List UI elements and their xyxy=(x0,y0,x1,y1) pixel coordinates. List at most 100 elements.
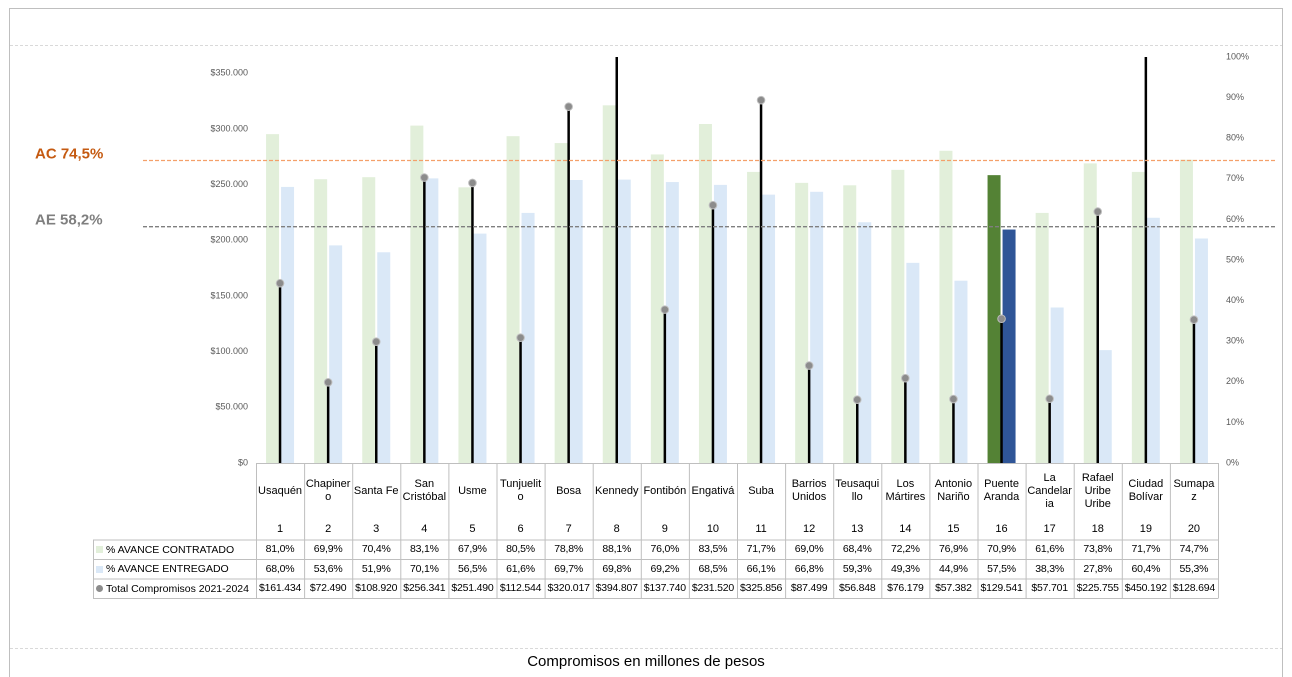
bar xyxy=(1083,163,1097,463)
bar xyxy=(617,179,631,463)
table-value: $251.490 xyxy=(451,582,494,595)
stem-marker xyxy=(1045,394,1054,404)
bar xyxy=(521,212,535,463)
table-value: $56.848 xyxy=(838,582,876,595)
category-number: 2 xyxy=(325,522,332,535)
table-value: 83,5% xyxy=(698,543,728,556)
stem-marker xyxy=(420,173,429,182)
category-label: San Cristóbal xyxy=(402,478,447,503)
stem-marker xyxy=(756,95,766,105)
table-value: 76,9% xyxy=(939,543,968,556)
table-value: $128.694 xyxy=(1172,582,1216,595)
stem-marker xyxy=(1093,207,1103,216)
bar xyxy=(602,105,616,463)
bar xyxy=(858,222,872,463)
bar xyxy=(1050,307,1064,463)
stem-marker xyxy=(949,394,958,404)
stem-marker xyxy=(613,20,621,28)
category-label: Kennedy xyxy=(595,484,639,497)
bar xyxy=(1002,229,1016,463)
table-value: 61,6% xyxy=(1035,543,1065,556)
bar xyxy=(747,171,761,463)
table-value: 74,7% xyxy=(1179,543,1209,556)
table-value: $87.499 xyxy=(790,582,828,595)
table-value: $320.017 xyxy=(547,582,590,595)
category-label: Antonio Nariño xyxy=(934,478,973,503)
frame xyxy=(9,8,1283,677)
table-value: 78,8% xyxy=(554,543,584,556)
table-value: $231.520 xyxy=(691,582,735,595)
category-label: Sumapaz xyxy=(1173,478,1215,503)
table-value: $76.179 xyxy=(887,582,924,595)
stem-marker xyxy=(371,337,381,347)
table-value: 76,0% xyxy=(650,543,680,556)
legend-key xyxy=(96,565,103,573)
category-number: 14 xyxy=(899,522,912,535)
category-number: 4 xyxy=(421,522,428,535)
y-tick-label: $250.000 xyxy=(210,179,248,189)
bar xyxy=(362,177,376,463)
plot-area xyxy=(266,20,1208,463)
bar xyxy=(987,175,1001,463)
stem-marker xyxy=(804,361,814,370)
bar xyxy=(650,154,664,463)
y2-tick-label: 70% xyxy=(1226,173,1244,183)
category-number: 11 xyxy=(755,522,767,535)
table-value: 70,4% xyxy=(361,543,391,556)
table-value: 81,0% xyxy=(265,543,295,556)
table-value: $108.920 xyxy=(355,582,398,595)
table-value: 55,3% xyxy=(1179,562,1209,575)
bar xyxy=(906,262,920,463)
stem-marker xyxy=(901,373,910,383)
bar xyxy=(810,191,824,463)
table-value: 69,2% xyxy=(650,562,680,575)
bar xyxy=(410,125,424,463)
y-tick-label: $50.000 xyxy=(215,402,248,412)
stem-marker xyxy=(564,102,573,111)
y-tick-label: $0 xyxy=(238,457,248,467)
stem-marker xyxy=(468,178,477,188)
bar xyxy=(329,245,343,463)
legend-text: % AVANCE CONTRATADO xyxy=(106,543,235,556)
bar xyxy=(1035,212,1049,463)
bar xyxy=(1194,238,1208,463)
bar xyxy=(1131,171,1145,463)
table-value: 88,1% xyxy=(602,543,632,556)
table-value: 69,9% xyxy=(313,543,343,556)
bar xyxy=(843,185,857,463)
category-number: 17 xyxy=(1043,522,1056,535)
table-value: 61,6% xyxy=(506,562,535,575)
table-value: 57,5% xyxy=(987,562,1016,575)
stem-marker xyxy=(997,314,1006,324)
bar xyxy=(1179,159,1193,463)
category-label: Ciudad Bolívar xyxy=(1128,478,1164,503)
legend-entry: % AVANCE CONTRATADO xyxy=(96,540,234,560)
category-number: 5 xyxy=(469,522,476,535)
table-value: 69,7% xyxy=(554,562,584,575)
table-value: $129.541 xyxy=(980,582,1023,595)
bar xyxy=(473,233,487,463)
category-label: Puente Aranda xyxy=(983,478,1020,503)
table-value: 59,3% xyxy=(842,562,872,575)
table-value: $450.192 xyxy=(1124,582,1167,595)
category-label: Bosa xyxy=(556,484,582,497)
category-label: Tunjuelito xyxy=(499,478,542,503)
table-value: $225.755 xyxy=(1076,582,1119,595)
bar xyxy=(939,150,953,463)
table-value: $72.490 xyxy=(309,582,347,595)
table-value: $57.382 xyxy=(935,582,972,595)
table-value: 80,5% xyxy=(506,543,535,556)
stem-marker xyxy=(708,200,718,210)
table-value: 67,9% xyxy=(458,543,487,556)
table-value: 27,8% xyxy=(1083,562,1113,575)
bar xyxy=(891,169,905,463)
stem-marker xyxy=(323,377,333,387)
reference-label: AC 74,5% xyxy=(35,145,103,162)
table-value: 72,2% xyxy=(890,543,920,556)
table-value: $112.544 xyxy=(499,582,542,595)
bar xyxy=(458,187,472,463)
y2-tick-label: 20% xyxy=(1226,376,1244,386)
bar xyxy=(554,143,568,463)
